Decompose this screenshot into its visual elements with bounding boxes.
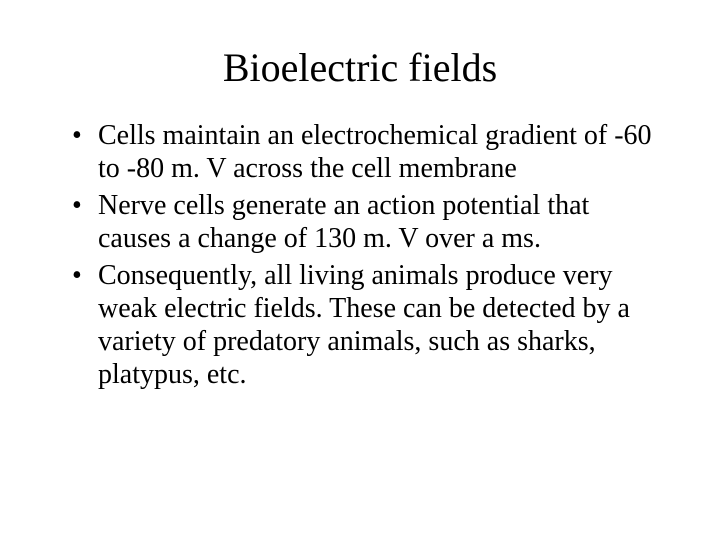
bullet-list: Cells maintain an electrochemical gradie…	[54, 119, 666, 391]
slide-title: Bioelectric fields	[54, 36, 666, 91]
list-item: Cells maintain an electrochemical gradie…	[72, 119, 666, 185]
list-item: Consequently, all living animals produce…	[72, 259, 666, 391]
slide: Bioelectric fields Cells maintain an ele…	[0, 0, 720, 540]
list-item: Nerve cells generate an action potential…	[72, 189, 666, 255]
